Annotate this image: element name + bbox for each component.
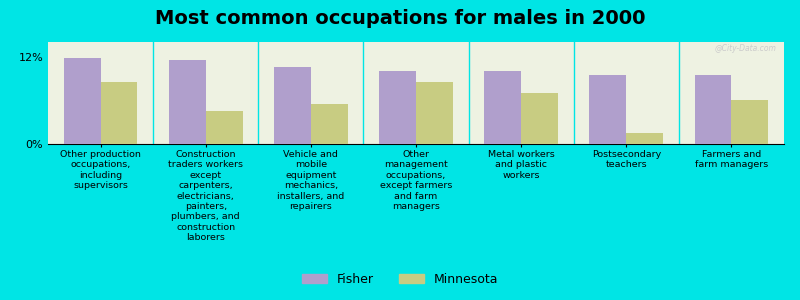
Bar xyxy=(169,60,206,144)
Bar xyxy=(274,68,311,144)
Bar xyxy=(590,75,626,144)
Text: Construction
traders workers
except
carpenters,
electricians,
painters,
plumbers: Construction traders workers except carp… xyxy=(168,150,243,242)
Legend: Fisher, Minnesota: Fisher, Minnesota xyxy=(297,268,503,291)
Text: Postsecondary
teachers: Postsecondary teachers xyxy=(592,150,661,170)
Bar xyxy=(101,82,138,144)
Text: Farmers and
farm managers: Farmers and farm managers xyxy=(695,150,768,170)
Bar xyxy=(64,58,101,144)
Text: Other production
occupations,
including
supervisors: Other production occupations, including … xyxy=(60,150,141,190)
Bar xyxy=(379,71,416,144)
Bar xyxy=(521,93,558,144)
Bar xyxy=(626,133,663,144)
Text: Other
management
occupations,
except farmers
and farm
managers: Other management occupations, except far… xyxy=(380,150,452,211)
Text: Metal workers
and plastic
workers: Metal workers and plastic workers xyxy=(488,150,554,180)
Bar xyxy=(731,100,768,144)
Text: Vehicle and
mobile
equipment
mechanics,
installers, and
repairers: Vehicle and mobile equipment mechanics, … xyxy=(278,150,345,211)
Bar xyxy=(484,71,521,144)
Bar xyxy=(416,82,453,144)
Bar xyxy=(311,104,348,144)
Bar xyxy=(694,75,731,144)
Bar xyxy=(206,111,242,144)
Text: @City-Data.com: @City-Data.com xyxy=(714,44,777,53)
Text: Most common occupations for males in 2000: Most common occupations for males in 200… xyxy=(154,9,646,28)
